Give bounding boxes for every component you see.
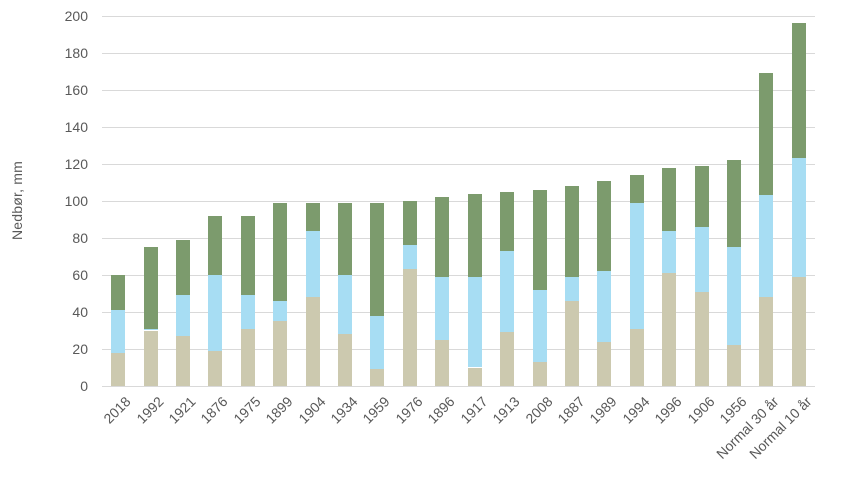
y-tick-label: 140 — [64, 119, 88, 135]
bar-1887-segment-bottom-beige — [564, 300, 579, 386]
bar-1887-segment-top-green — [564, 186, 579, 277]
bar-1906-segment-bottom-beige — [694, 291, 709, 386]
bar-1975-segment-bottom-beige — [240, 328, 255, 386]
y-tick-label: 180 — [64, 45, 88, 61]
bar-1906-segment-top-green — [694, 165, 709, 227]
bar-1899-segment-middle-blue — [273, 300, 288, 322]
bar-1996-segment-middle-blue — [662, 230, 677, 274]
y-axis-title-wrap: Nedbør, mm — [6, 16, 28, 386]
bar-1896-segment-top-green — [435, 197, 450, 277]
gridline — [102, 311, 815, 313]
bar-Normal 10 år-segment-top-green — [791, 23, 806, 159]
bar-1989-segment-top-green — [597, 180, 612, 272]
bar-1921-segment-bottom-beige — [176, 336, 191, 386]
bar-1934-segment-middle-blue — [338, 275, 353, 335]
bar-1994-segment-bottom-beige — [629, 328, 644, 386]
gridline — [102, 163, 815, 165]
gridline — [102, 126, 815, 128]
bar-1959-segment-top-green — [370, 202, 385, 316]
bar-2018-segment-top-green — [111, 275, 126, 311]
bar-1913-segment-bottom-beige — [500, 332, 515, 386]
bar-Normal 30 år-segment-top-green — [759, 73, 774, 196]
bar-2008-segment-bottom-beige — [532, 361, 547, 386]
bar-1956-segment-top-green — [726, 160, 741, 248]
y-tick-label: 20 — [72, 341, 88, 357]
bar-1976-segment-top-green — [402, 201, 417, 246]
bar-1899-segment-top-green — [273, 202, 288, 301]
bar-Normal 30 år-segment-bottom-beige — [759, 297, 774, 386]
y-tick-label: 160 — [64, 82, 88, 98]
bar-1904-segment-middle-blue — [305, 230, 320, 298]
bar-1934-segment-bottom-beige — [338, 334, 353, 386]
x-axis-line — [102, 385, 815, 387]
bar-2018-segment-bottom-beige — [111, 352, 126, 386]
bar-1896-segment-bottom-beige — [435, 339, 450, 386]
bar-1917-segment-bottom-beige — [467, 367, 482, 386]
y-tick-label: 80 — [72, 230, 88, 246]
bar-1899-segment-bottom-beige — [273, 321, 288, 386]
bar-2008-segment-middle-blue — [532, 289, 547, 362]
bar-1887-segment-middle-blue — [564, 276, 579, 301]
bar-1904-segment-top-green — [305, 202, 320, 231]
y-tick-label: 0 — [80, 378, 88, 394]
bar-1917-segment-top-green — [467, 193, 482, 277]
bar-1917-segment-middle-blue — [467, 276, 482, 368]
bar-1975-segment-middle-blue — [240, 295, 255, 329]
y-tick-label: 60 — [72, 267, 88, 283]
bar-2018-segment-middle-blue — [111, 310, 126, 353]
y-tick-label: 120 — [64, 156, 88, 172]
bar-1956-segment-bottom-beige — [726, 345, 741, 386]
y-tick-label: 200 — [64, 8, 88, 24]
bar-1976-segment-middle-blue — [402, 245, 417, 270]
gridline — [102, 237, 815, 239]
bar-1913-segment-middle-blue — [500, 250, 515, 333]
bar-1992-segment-top-green — [143, 247, 158, 329]
bar-1913-segment-top-green — [500, 191, 515, 251]
bar-1992-segment-bottom-beige — [143, 330, 158, 386]
bar-1934-segment-top-green — [338, 202, 353, 275]
y-tick-label: 40 — [72, 304, 88, 320]
bar-1876-segment-middle-blue — [208, 275, 223, 351]
bar-Normal 30 år-segment-middle-blue — [759, 195, 774, 298]
bar-1906-segment-middle-blue — [694, 226, 709, 292]
bar-1994-segment-top-green — [629, 175, 644, 203]
bar-1989-segment-middle-blue — [597, 271, 612, 342]
bar-1976-segment-bottom-beige — [402, 269, 417, 386]
y-tick-label: 100 — [64, 193, 88, 209]
bar-Normal 10 år-segment-bottom-beige — [791, 276, 806, 386]
bar-1994-segment-middle-blue — [629, 202, 644, 329]
gridline — [102, 52, 815, 54]
bar-Normal 10 år-segment-middle-blue — [791, 158, 806, 277]
bar-1921-segment-middle-blue — [176, 295, 191, 337]
gridline — [102, 348, 815, 350]
bar-1904-segment-bottom-beige — [305, 297, 320, 386]
bar-1959-segment-middle-blue — [370, 315, 385, 370]
bar-1959-segment-bottom-beige — [370, 369, 385, 386]
bar-1996-segment-top-green — [662, 167, 677, 231]
gridline — [102, 274, 815, 276]
gridline — [102, 200, 815, 202]
bar-1996-segment-bottom-beige — [662, 273, 677, 386]
bar-1876-segment-top-green — [208, 215, 223, 275]
bar-1975-segment-top-green — [240, 215, 255, 296]
bar-1989-segment-bottom-beige — [597, 341, 612, 386]
gridline — [102, 15, 815, 17]
bar-1956-segment-middle-blue — [726, 247, 741, 346]
y-axis-title: Nedbør, mm — [9, 161, 25, 241]
bar-1992-segment-middle-blue — [143, 328, 158, 331]
bar-2008-segment-top-green — [532, 189, 547, 290]
bar-1896-segment-middle-blue — [435, 276, 450, 340]
gridline — [102, 89, 815, 91]
bar-1921-segment-top-green — [176, 239, 191, 296]
bar-1876-segment-bottom-beige — [208, 350, 223, 386]
